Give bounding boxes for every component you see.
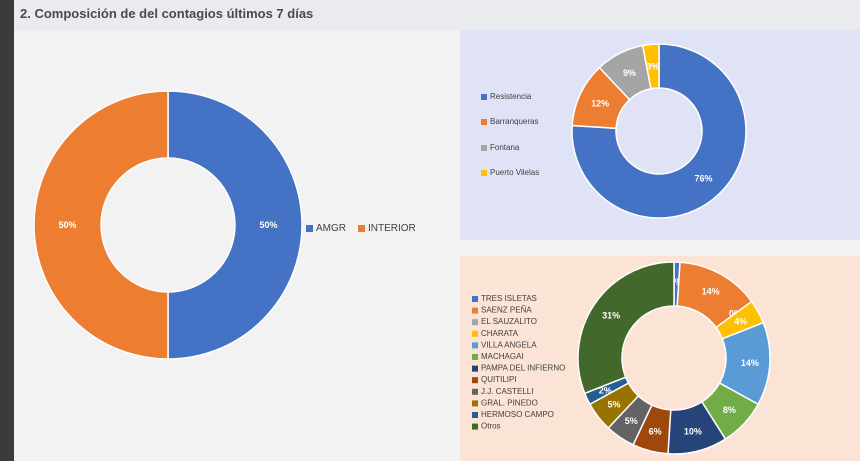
legend-swatch-gral-pinedo [472,400,478,407]
legend-item-villa-angela: VILLA ANGELA [481,340,537,349]
data-label-j-j-castelli: 5% [625,416,638,426]
legend-swatch-pampa-del-infierno [472,365,478,372]
legend-swatch-quitilipi [472,377,478,384]
legend-swatch-j-j-castelli [472,388,478,395]
legend-item-fontana: Fontana [490,143,520,152]
legend-item-puerto-vilelas: Puerto Vilelas [490,168,539,177]
legend-item-el-sauzalito: EL SAUZALITO [481,317,537,326]
slice-amgr [167,90,303,360]
slice-puerto-vilelas [641,43,660,90]
legend-item-barranqueras: Barranqueras [490,117,538,126]
slice-interior [33,90,169,360]
legend-item-quitilipi: QUITILIPI [481,375,517,384]
donut-chart-amgr-localidades: 76% 12% 9% 3% Resistencia Barranqueras Fontana… [481,43,747,219]
data-label-charata: 4% [734,316,747,326]
legend-item-hermoso-campo: HERMOSO CAMPO [481,410,554,419]
legend-swatch-el-sauzalito [472,319,478,326]
legend-item-amgr: AMGR [316,223,346,234]
legend-item-interior: INTERIOR [368,223,416,234]
legend-item-machagai: MACHAGAI [481,352,524,361]
data-label-machagai: 8% [723,405,736,415]
legend-item-resistencia: Resistencia [490,92,532,101]
slice-otros [577,261,675,395]
data-label-resistencia: 76% [694,173,712,183]
legend-swatch-hermoso-campo [472,412,478,418]
donut-chart-amgr-interior: 50% 50% AMGR INTERIOR [33,90,416,360]
legend-item-charata: CHARATA [481,329,519,338]
legend-item-otros: Otros [481,422,501,431]
page-title: 2. Composición de del contagios últimos … [20,6,314,21]
legend-swatch-saenz-pena [472,307,478,314]
data-label-interior: 50% [58,220,76,230]
legend-swatch-resistencia [481,94,487,100]
chart-panel-amgr: 76% 12% 9% 3% Resistencia Barranqueras Fontana… [460,30,860,240]
chart-panel-interior: 1%14%0%4%14%8%10%6%5%5%2%31%TRES ISLETAS… [460,256,860,461]
legend-item-saenz-pena: SAENZ PEÑA [481,306,532,315]
legend-swatch-machagai [472,354,478,360]
legend-swatch-tres-isletas [472,296,478,302]
section-header: 2. Composición de del contagios últimos … [14,0,860,30]
legend-item-gral-pinedo: GRAL. PINEDO [481,398,538,407]
data-label-tres-isletas: 1% [670,277,683,287]
legend-swatch-charata [472,330,478,337]
data-label-fontana: 9% [623,68,636,78]
chart-panel-amgr-interior: 50% 50% AMGR INTERIOR [14,30,460,461]
legend-swatch-fontana [481,145,487,151]
data-label-quitilipi: 6% [649,427,662,437]
legend-swatch-villa-angela [472,342,478,349]
data-label-saenz-pena: 14% [702,286,720,296]
data-label-pampa-del-infierno: 10% [684,427,702,437]
legend-swatch-amgr [306,225,313,232]
window-edge [0,0,14,461]
slice-resistencia [571,43,747,219]
data-label-villa-angela: 14% [741,358,759,368]
data-label-gral-pinedo: 5% [607,400,620,410]
data-label-puerto-vilelas: 3% [646,61,659,71]
donut-chart-interior-localidades: 1%14%0%4%14%8%10%6%5%5%2%31%TRES ISLETAS… [472,261,771,455]
legend-item-tres-isletas: TRES ISLETAS [481,294,537,303]
legend-swatch-interior [358,225,365,232]
legend-item-j-j-castelli: J.J. CASTELLI [481,387,533,396]
data-label-amgr: 50% [259,220,277,230]
panel-divider [460,240,860,256]
legend-swatch-otros [472,423,478,430]
legend-swatch-puerto-vilelas [481,170,487,176]
legend-swatch-barranqueras [481,119,487,125]
legend-item-pampa-del-infierno: PAMPA DEL INFIERNO [481,364,565,373]
data-label-hermoso-campo: 2% [599,385,612,395]
data-label-otros: 31% [602,310,620,320]
data-label-barranqueras: 12% [591,98,609,108]
